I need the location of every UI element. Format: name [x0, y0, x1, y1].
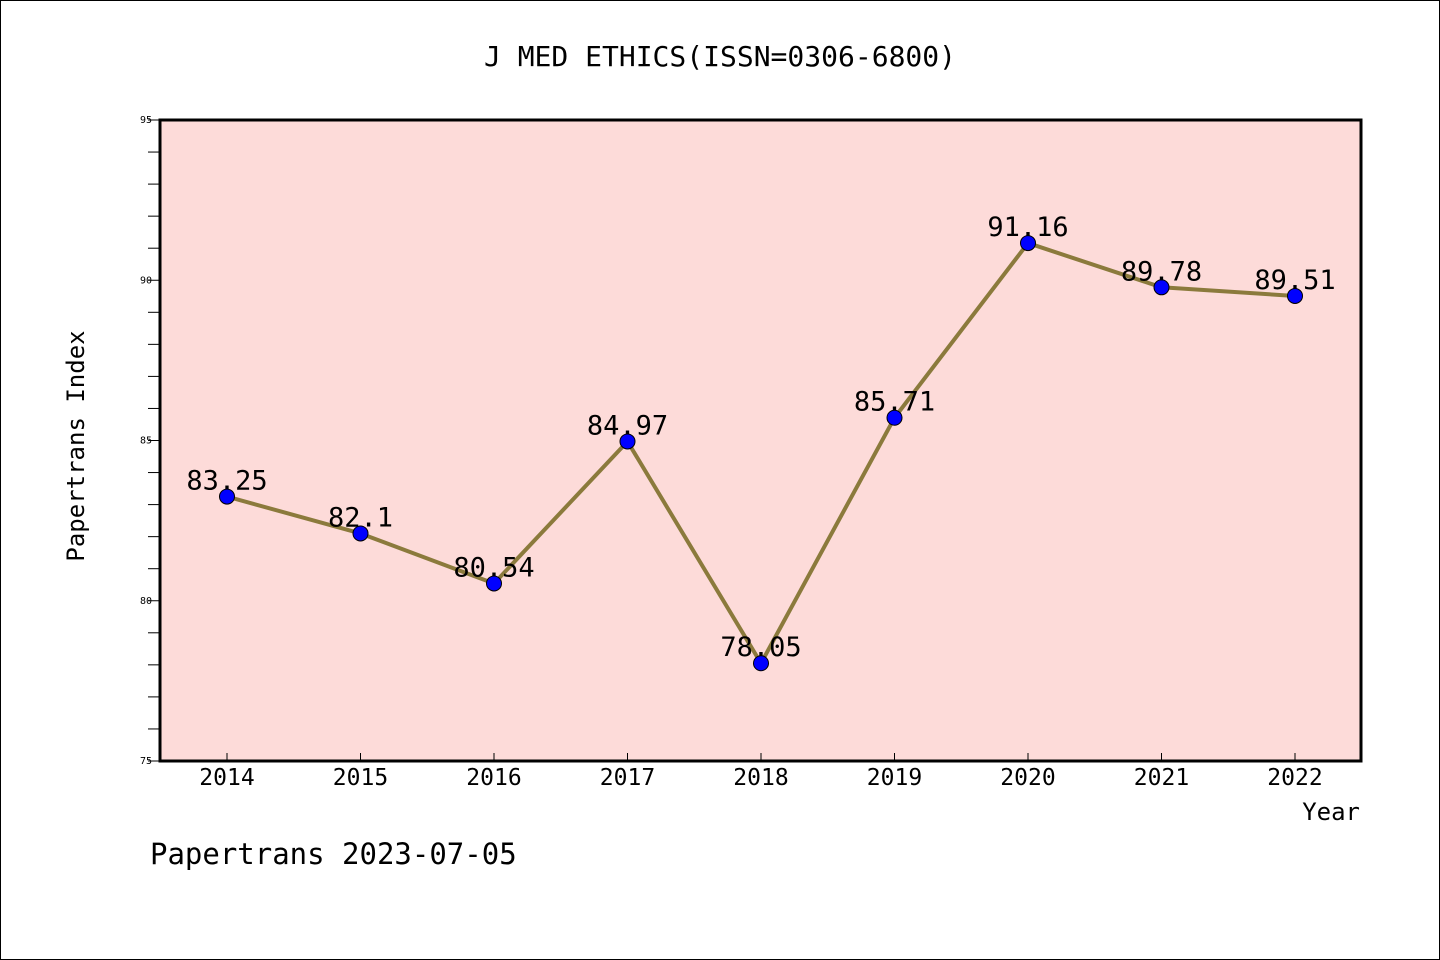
data-point: [1153, 279, 1170, 296]
data-point: [619, 433, 636, 450]
data-label: 91.16: [987, 212, 1068, 243]
data-point: [886, 409, 903, 426]
x-tick-label: 2021: [1134, 765, 1189, 791]
x-tick-label: 2016: [466, 765, 521, 791]
data-label: 80.54: [453, 552, 534, 583]
data-label: 85.71: [854, 387, 935, 418]
data-label: 83.25: [186, 466, 267, 497]
x-tick-label: 2015: [333, 765, 388, 791]
data-point: [219, 488, 235, 505]
data-label: 84.97: [587, 410, 668, 441]
x-tick-label: 2022: [1267, 765, 1322, 791]
data-point: [352, 525, 369, 542]
data-label: 78.05: [720, 632, 801, 663]
y-tick-label: 80: [140, 596, 152, 607]
x-tick-label: 2019: [867, 765, 922, 791]
x-tick-label: 2018: [733, 765, 788, 791]
x-tick-label: 2020: [1000, 765, 1055, 791]
plot-area: [158, 118, 1363, 763]
data-label: 89.51: [1254, 265, 1335, 296]
y-axis-label: Papertrans Index: [62, 330, 90, 561]
y-tick-label: 85: [140, 436, 152, 447]
y-tick-label: 75: [140, 756, 152, 767]
data-point: [753, 655, 769, 672]
data-label: 82.1: [328, 502, 393, 533]
x-tick-label: 2014: [199, 765, 254, 791]
watermark: Papertrans 2023-07-05: [150, 837, 517, 871]
y-tick-label: 90: [140, 275, 152, 286]
x-axis-label: Year: [1302, 798, 1360, 826]
y-axis: 75 80 85 90 95: [140, 115, 160, 767]
data-point: [1287, 287, 1303, 304]
chart-title: J MED ETHICS(ISSN=0306-6800): [484, 40, 956, 73]
x-tick-label: 2017: [600, 765, 655, 791]
y-tick-label: 95: [140, 115, 152, 126]
data-label: 89.78: [1121, 256, 1202, 287]
data-point: [1020, 235, 1036, 252]
x-axis: 2014 2015 2016 2017 2018 2019 2020 2021 2022: [199, 753, 1323, 791]
series-line-group: 83.25 82.1 80.54 84.97 78.05 85.71 91.16 89.78 8…: [186, 212, 1336, 672]
data-point: [486, 575, 502, 592]
